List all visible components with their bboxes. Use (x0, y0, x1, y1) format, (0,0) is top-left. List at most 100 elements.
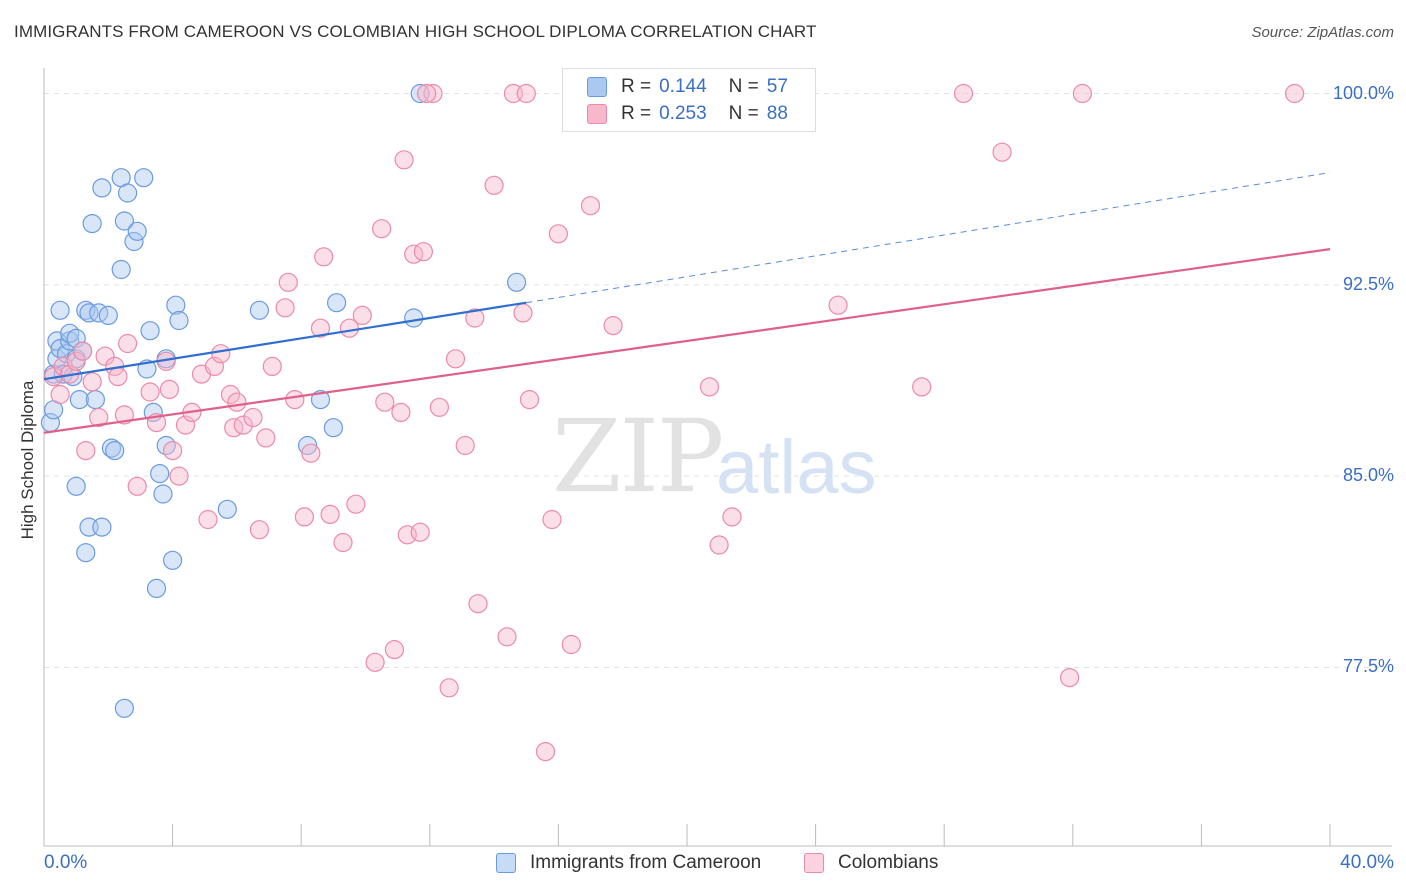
cameroon-point (163, 550, 183, 570)
colombians-point (439, 678, 459, 698)
n-value: 57 (766, 76, 788, 97)
watermark-atlas: atlas (716, 425, 877, 510)
n-value: 88 (766, 103, 788, 124)
cameroon-point (404, 308, 424, 328)
colombians-point (519, 390, 540, 410)
colombians-point (117, 333, 138, 354)
colombians-point (516, 83, 536, 104)
cameroon-point (169, 310, 189, 331)
colombians-point (301, 443, 321, 463)
colombians-point (468, 594, 488, 614)
colombians-point (50, 384, 70, 405)
y-tick-label: 77.5% (1342, 656, 1394, 677)
grid-lines (44, 93, 1392, 668)
cameroon-point (82, 214, 102, 234)
colombians-point (603, 316, 623, 336)
chart-title: IMMIGRANTS FROM CAMEROON VS COLOMBIAN HI… (14, 22, 817, 41)
cameroon-point (85, 390, 106, 410)
colombians-point (953, 83, 974, 104)
r-label: R = (621, 76, 652, 97)
colombians-point (175, 415, 196, 435)
n-label: N = (728, 76, 759, 97)
colombians-point (227, 392, 247, 412)
series-cameroon-points (40, 83, 527, 718)
colombians-point (256, 428, 276, 448)
colombians-point (204, 356, 224, 376)
colombians-point (375, 392, 395, 412)
colombians-point (445, 349, 466, 369)
colombians-point (391, 402, 411, 422)
source-credit: Source: ZipAtlas.com (1251, 24, 1394, 41)
correlation-legend: R = 0.144 N = 57 R = 0.253 N = 88 (562, 68, 816, 132)
y-tick-label: 92.5% (1342, 273, 1394, 294)
cameroon-point (98, 305, 118, 325)
legend-item-colombians[interactable]: Colombians (804, 852, 938, 874)
colombians-point (548, 224, 569, 244)
legend-swatch-cameroon (587, 77, 607, 97)
colombians-point (542, 509, 562, 530)
colombians-point (513, 303, 533, 323)
cameroon-point (60, 323, 80, 343)
colombians-point (127, 476, 147, 496)
colombians-point (346, 494, 366, 514)
colombians-point (699, 377, 720, 397)
colombians-point (423, 83, 443, 104)
colombians-point (384, 639, 404, 660)
colombians-point (233, 415, 253, 435)
axes (43, 68, 1392, 847)
colombians-point (314, 247, 334, 267)
colombians-point (198, 509, 218, 530)
cameroon-point (140, 321, 160, 341)
colombians-point (275, 298, 295, 318)
cameroon-point (298, 435, 318, 456)
colombians-point (333, 532, 353, 553)
colombians-point (285, 390, 305, 410)
colombians-point (709, 535, 729, 555)
legend-item-cameroon[interactable]: Immigrants from Cameroon (496, 852, 761, 874)
legend-label-cameroon: Immigrants from Cameroon (530, 852, 762, 873)
y-tick-label: 100.0% (1332, 82, 1394, 103)
colombians-point (76, 441, 96, 461)
cameroon-point (117, 183, 138, 203)
colombians-point (262, 356, 282, 376)
colombians-point (561, 634, 581, 655)
cameroon-point (79, 303, 99, 323)
cameroon-point (323, 418, 343, 438)
series-colombians-points (43, 83, 1305, 762)
cameroon-point (153, 484, 173, 504)
cameroon-point (150, 464, 170, 484)
cameroon-point (111, 259, 131, 280)
legend-swatch-colombians (587, 104, 607, 124)
cameroon-point (127, 221, 147, 241)
colombians-point (394, 150, 414, 170)
watermark-zip: ZIP (552, 398, 724, 515)
x-tick-label-min: 0.0% (44, 852, 88, 873)
colombians-point (220, 384, 241, 405)
cameroon-point (66, 476, 86, 496)
cameroon-point (114, 698, 135, 718)
colombians-point (108, 367, 128, 387)
colombians-point (82, 372, 102, 392)
legend-swatch-cameroon (496, 853, 516, 873)
colombians-point (410, 522, 430, 542)
colombians-point (1284, 83, 1305, 104)
legend-row-colombians: R = 0.253 N = 88 (587, 102, 788, 126)
cameroon-point (114, 211, 135, 231)
colombians-point (1072, 83, 1093, 104)
cameroon-point (249, 300, 269, 320)
colombians-point (249, 520, 269, 540)
colombians-point (310, 318, 331, 338)
colombians-point (484, 175, 504, 195)
colombians-point (497, 627, 517, 647)
y-tick-label: 85.0% (1342, 465, 1394, 486)
trend-line-cameroon-extension (526, 172, 1331, 304)
cameroon-point (50, 300, 70, 320)
colombians-point (372, 219, 392, 239)
colombians-point (365, 652, 385, 672)
cameroon-point (327, 293, 347, 313)
colombians-point (722, 507, 742, 527)
cameroon-point (134, 168, 154, 188)
colombians-point (417, 83, 437, 104)
colombians-point (413, 242, 433, 262)
